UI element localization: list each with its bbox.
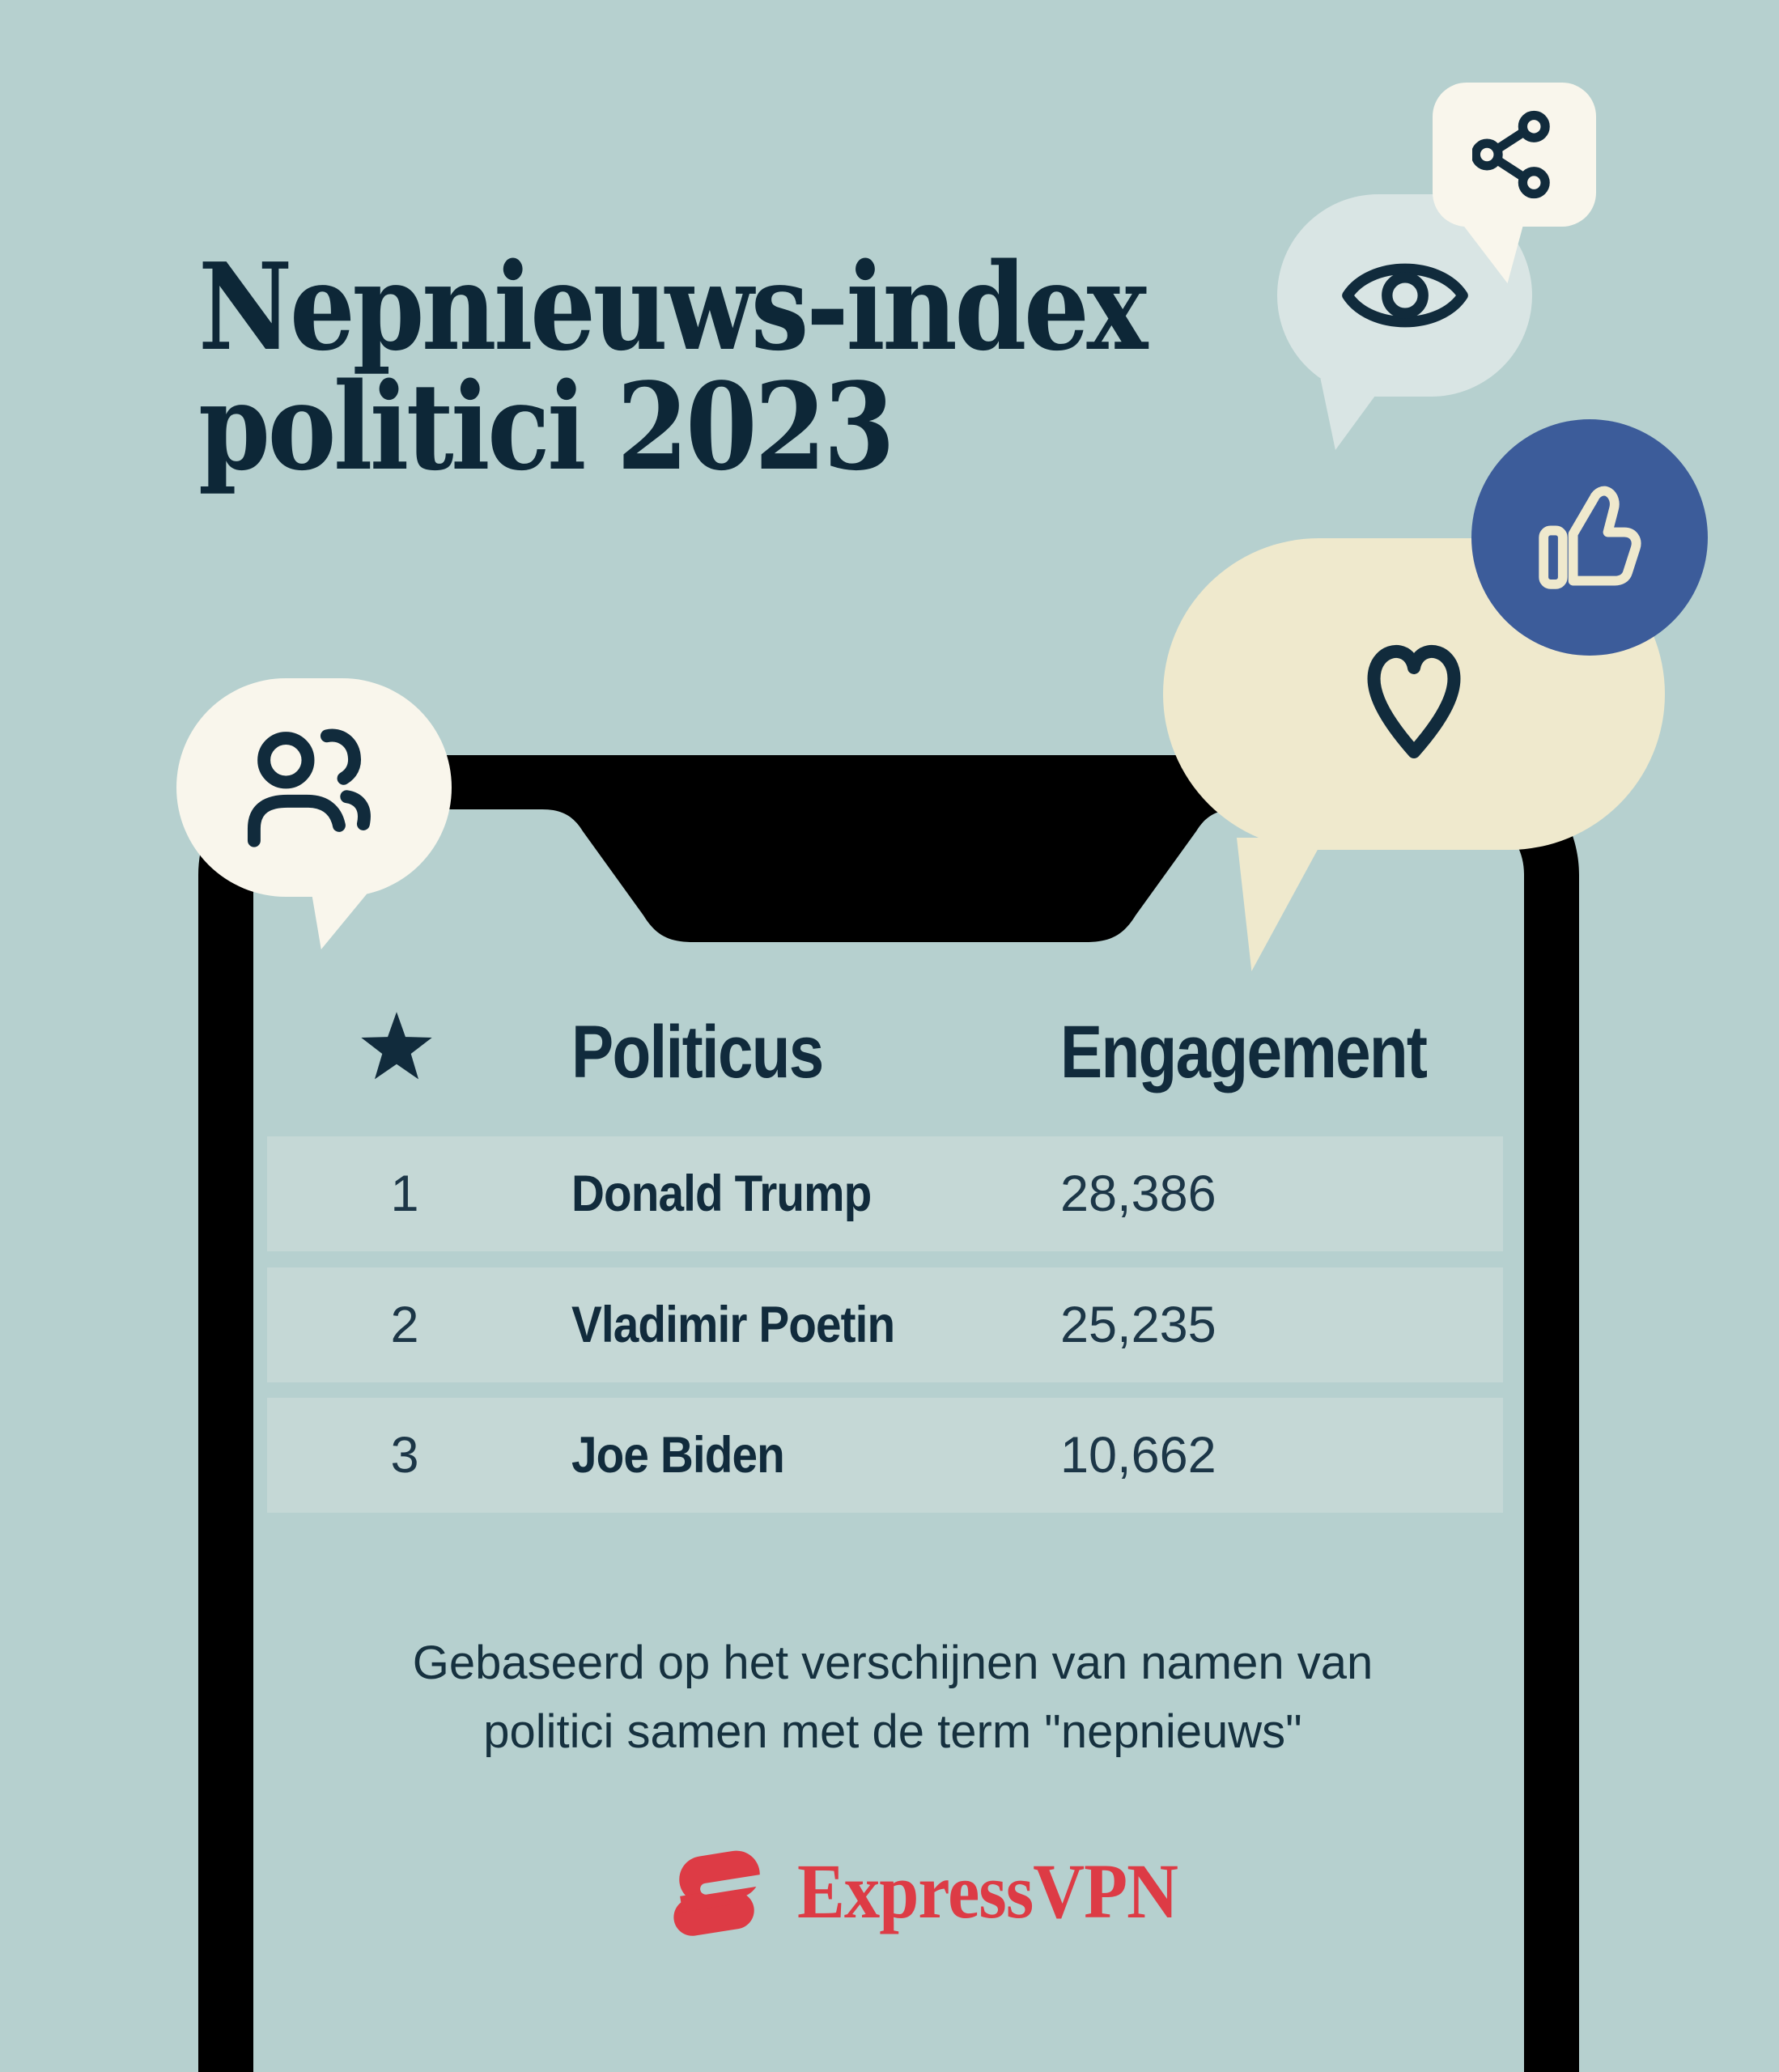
people-icon	[247, 728, 371, 847]
table-row: 2 Vladimir Poetin 25,235	[267, 1267, 1503, 1382]
footnote-line-1: Gebaseerd op het verschijnen van namen v…	[412, 1637, 1374, 1689]
rank-cell: 2	[390, 1297, 419, 1353]
table-row: 1 Donald Trump 28,386	[267, 1136, 1503, 1251]
expressvpn-logo-icon	[673, 1850, 771, 1936]
rank-cell: 1	[390, 1166, 419, 1222]
footnote: Gebaseerd op het verschijnen van namen v…	[323, 1628, 1463, 1766]
thumbs-up-badge	[1471, 419, 1708, 656]
column-header-politician: Politicus	[571, 1011, 824, 1093]
page-title: Nepnieuws-index politici 2023	[198, 236, 1148, 497]
share-speech-bubble	[1433, 83, 1596, 227]
page-title-line-1: Nepnieuws-index	[198, 236, 1148, 377]
politician-cell: Joe Biden	[571, 1427, 785, 1484]
star-icon	[361, 1012, 432, 1080]
heart-icon	[1367, 644, 1461, 758]
engagement-cell: 25,235	[1060, 1297, 1216, 1353]
brand-name: ExpressVPN	[797, 1848, 1178, 1934]
politician-cell: Vladimir Poetin	[571, 1297, 895, 1353]
footnote-line-2: politici samen met de term "nepnieuws"	[483, 1705, 1302, 1758]
people-speech-bubble	[176, 678, 452, 897]
page-title-line-2: politici 2023	[198, 356, 895, 497]
engagement-cell: 28,386	[1060, 1166, 1216, 1222]
eye-bubble-tail	[1320, 379, 1388, 450]
politician-cell: Donald Trump	[571, 1166, 872, 1222]
thumbs-up-icon	[1539, 486, 1641, 589]
table-row: 3 Joe Biden 10,662	[267, 1398, 1503, 1513]
eye-icon	[1341, 263, 1468, 328]
rank-cell: 3	[390, 1427, 419, 1484]
share-icon	[1472, 110, 1550, 199]
engagement-cell: 10,662	[1060, 1427, 1216, 1484]
column-header-engagement: Engagement	[1060, 1011, 1428, 1093]
